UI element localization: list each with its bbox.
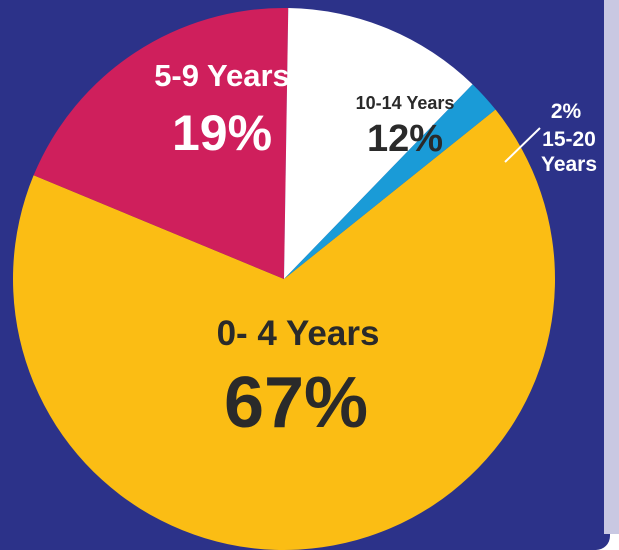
slice-15-20-label-line2: Years	[541, 153, 597, 176]
slice-0-4-label: 0- 4 Years	[217, 314, 380, 353]
slice-15-20-leader-line	[504, 127, 541, 163]
slice-10-14-wedge	[284, 8, 473, 280]
slice-15-20-label-line1: 15-20	[542, 128, 596, 151]
slice-10-14-value: 12%	[367, 118, 443, 160]
slice-5-9-value: 19%	[172, 105, 272, 161]
slice-5-9-wedge	[33, 7, 289, 280]
slice-5-9-label: 5-9 Years	[154, 58, 290, 93]
slice-0-4-wedge	[13, 109, 556, 550]
slice-0-4-value: 67%	[224, 363, 368, 443]
slice-15-20-wedge	[284, 84, 496, 279]
slice-15-20-value: 2%	[551, 100, 582, 123]
right-border-stripe	[604, 0, 619, 534]
slice-10-14-label: 10-14 Years	[356, 93, 455, 113]
